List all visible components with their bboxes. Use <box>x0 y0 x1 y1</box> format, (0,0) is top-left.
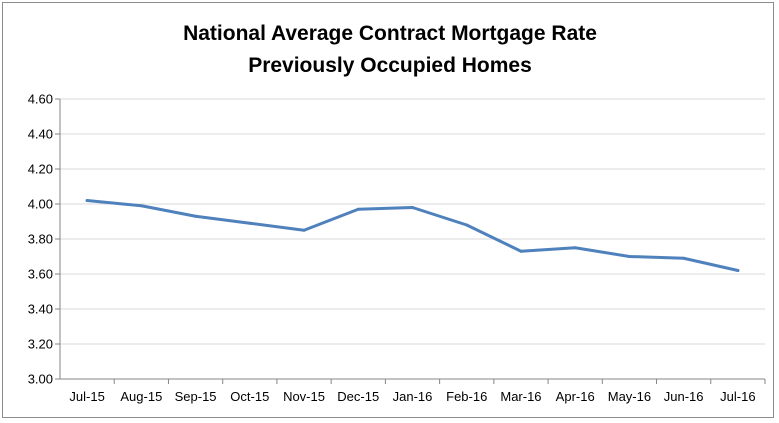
series-layer <box>85 199 740 272</box>
data-point <box>465 223 469 227</box>
x-tick-label: Dec-15 <box>337 389 379 404</box>
data-point <box>139 204 143 208</box>
data-point <box>573 246 577 250</box>
data-point <box>736 269 740 272</box>
x-tick-label: Jul-16 <box>720 389 755 404</box>
data-point <box>519 249 523 253</box>
x-axis-ticks: Jul-15 Aug-15 Sep-15 Oct-15 Nov-15 Dec-15 Jan-… <box>69 379 766 404</box>
data-point <box>85 199 89 202</box>
data-point <box>356 207 360 211</box>
chart-frame <box>2 2 774 418</box>
series-line <box>85 199 740 272</box>
y-tick-label: 3.00 <box>28 372 53 387</box>
x-tick-label: Jan-16 <box>393 389 433 404</box>
y-tick-label: 4.00 <box>28 197 53 212</box>
y-tick-label: 3.80 <box>28 232 53 247</box>
data-point <box>627 255 631 258</box>
x-tick-label: Oct-15 <box>230 389 269 404</box>
x-tick-label: Apr-16 <box>556 389 595 404</box>
x-tick-label: Sep-15 <box>175 389 217 404</box>
data-point <box>682 256 686 260</box>
chart-subtitle: Previously Occupied Homes <box>248 54 532 77</box>
chart-title: National Average Contract Mortgage Rate <box>183 22 597 45</box>
x-tick-label: Aug-15 <box>120 389 162 404</box>
y-tick-label: 3.20 <box>28 337 53 352</box>
y-tick-label: 3.60 <box>28 267 53 282</box>
y-tick-label: 4.20 <box>28 162 53 177</box>
x-tick-label: Mar-16 <box>500 389 541 404</box>
y-tick-label: 3.40 <box>28 302 53 317</box>
x-tick-label: Nov-15 <box>283 389 325 404</box>
y-tick-label: 4.60 <box>28 92 53 107</box>
x-tick-label: Jun-16 <box>664 389 704 404</box>
y-tick-label: 4.40 <box>28 127 53 142</box>
y-axis-ticks: 4.60 4.40 4.20 4.00 3.80 3.60 3.40 3.20 3.00 <box>28 92 60 387</box>
x-tick-label: May-16 <box>608 389 651 404</box>
x-tick-label: Feb-16 <box>446 389 487 404</box>
grid-lines <box>60 98 765 380</box>
data-point <box>248 221 252 225</box>
x-tick-label: Jul-15 <box>69 389 104 404</box>
data-point <box>302 228 306 232</box>
data-point <box>411 206 414 209</box>
data-point <box>194 214 198 218</box>
